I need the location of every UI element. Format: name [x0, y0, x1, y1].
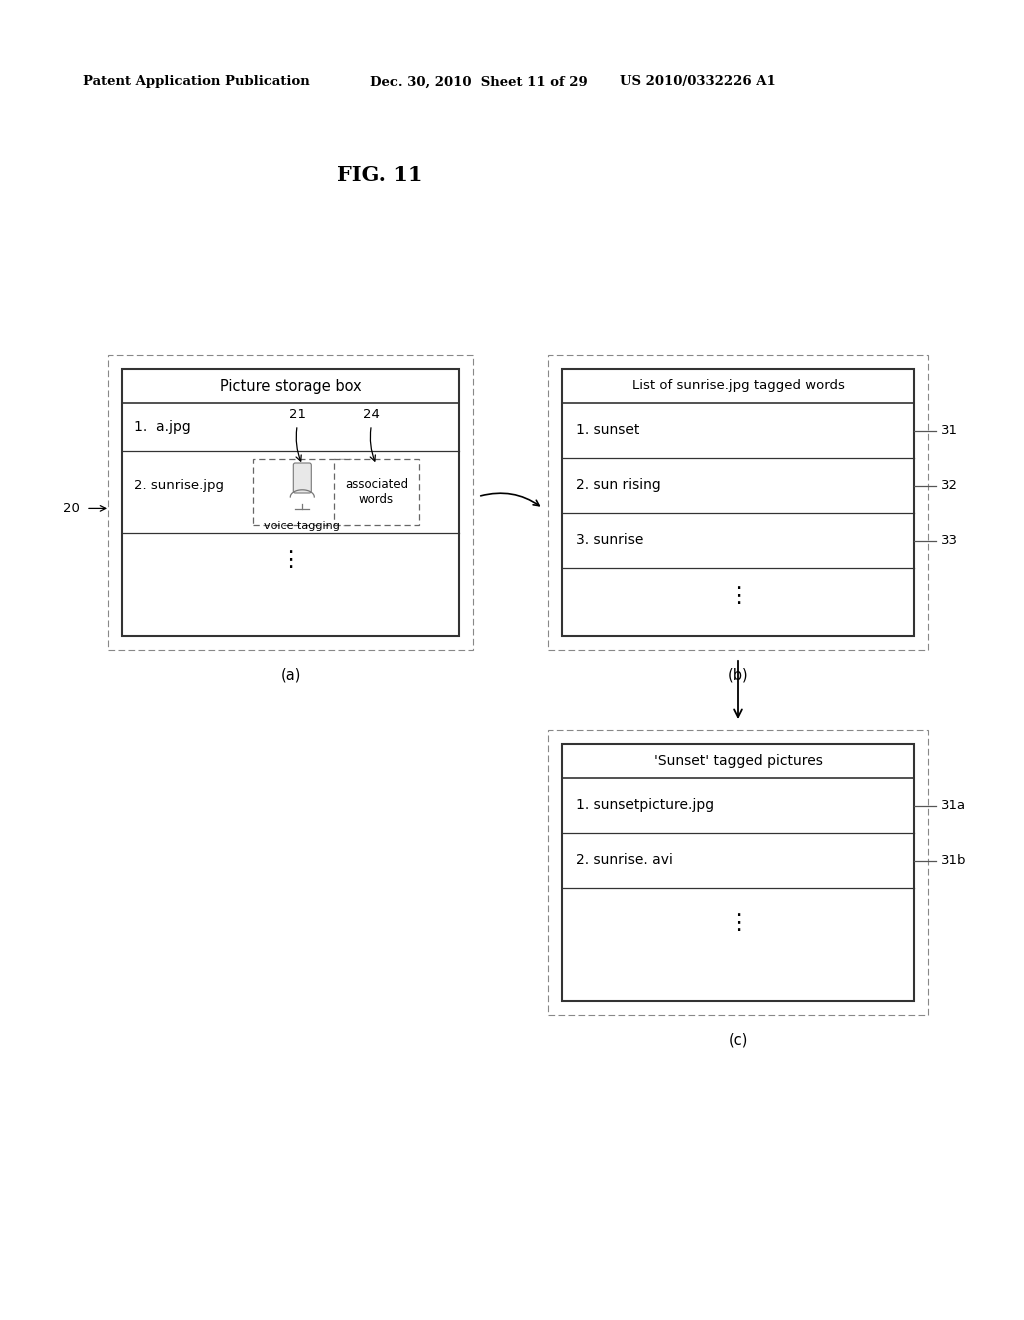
- Bar: [562, 370, 914, 636]
- Text: 33: 33: [941, 535, 958, 546]
- Text: ⋮: ⋮: [727, 913, 750, 933]
- Bar: [122, 370, 459, 636]
- FancyBboxPatch shape: [293, 463, 311, 492]
- Bar: [108, 355, 473, 649]
- Text: 32: 32: [941, 479, 958, 492]
- Text: 31: 31: [941, 424, 958, 437]
- Text: associated
words: associated words: [345, 478, 408, 506]
- Text: Dec. 30, 2010  Sheet 11 of 29: Dec. 30, 2010 Sheet 11 of 29: [370, 75, 588, 88]
- Text: 20: 20: [63, 502, 80, 515]
- Text: 2. sunrise. avi: 2. sunrise. avi: [575, 854, 673, 867]
- Text: voice tagging: voice tagging: [264, 521, 340, 531]
- Text: (a): (a): [281, 668, 301, 682]
- Bar: [548, 355, 928, 649]
- Text: List of sunrise.jpg tagged words: List of sunrise.jpg tagged words: [632, 380, 845, 392]
- Text: 'Sunset' tagged pictures: 'Sunset' tagged pictures: [653, 754, 822, 768]
- Bar: [562, 744, 914, 1001]
- Text: 24: 24: [362, 408, 380, 421]
- Text: 1. sunset: 1. sunset: [575, 424, 639, 437]
- Text: Picture storage box: Picture storage box: [220, 379, 361, 393]
- Text: ⋮: ⋮: [727, 586, 750, 606]
- Text: Patent Application Publication: Patent Application Publication: [83, 75, 309, 88]
- Text: 21: 21: [289, 408, 306, 421]
- Bar: [548, 730, 928, 1015]
- Text: 2. sun rising: 2. sun rising: [575, 479, 660, 492]
- Text: 3. sunrise: 3. sunrise: [575, 533, 643, 548]
- Text: US 2010/0332226 A1: US 2010/0332226 A1: [620, 75, 776, 88]
- Text: 1.  a.jpg: 1. a.jpg: [134, 420, 190, 434]
- Text: (b): (b): [728, 668, 749, 682]
- Text: 31b: 31b: [941, 854, 967, 867]
- Text: 31a: 31a: [941, 799, 966, 812]
- Bar: [334, 459, 419, 525]
- Text: FIG. 11: FIG. 11: [337, 165, 423, 185]
- Text: ⋮: ⋮: [280, 550, 302, 570]
- Bar: [253, 459, 351, 525]
- Text: 1. sunsetpicture.jpg: 1. sunsetpicture.jpg: [575, 799, 714, 813]
- Text: (c): (c): [728, 1032, 748, 1048]
- Text: 2. sunrise.jpg: 2. sunrise.jpg: [134, 479, 224, 492]
